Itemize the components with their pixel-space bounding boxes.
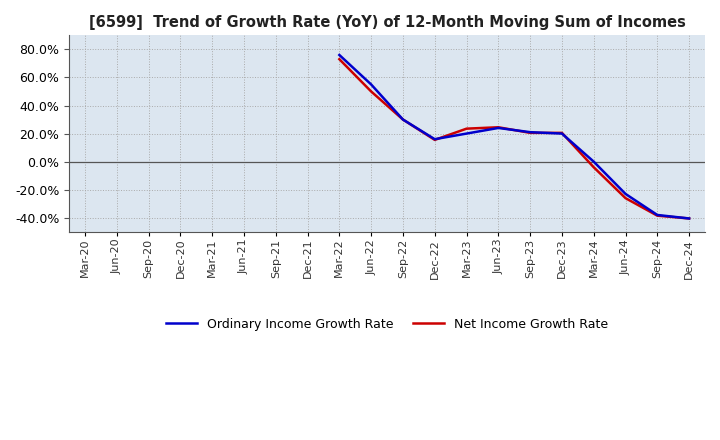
Net Income Growth Rate [335,57,343,62]
Net Income Growth Rate [557,130,566,136]
Ordinary Income Growth Rate [590,159,598,164]
Ordinary Income Growth Rate [653,213,662,218]
Line: Ordinary Income Growth Rate: Ordinary Income Growth Rate [339,55,689,219]
Net Income Growth Rate [399,117,408,122]
Ordinary Income Growth Rate [685,216,693,221]
Net Income Growth Rate [621,195,630,201]
Ordinary Income Growth Rate [431,136,439,142]
Ordinary Income Growth Rate [399,117,408,122]
Net Income Growth Rate [366,89,375,94]
Ordinary Income Growth Rate [462,131,471,136]
Legend: Ordinary Income Growth Rate, Net Income Growth Rate: Ordinary Income Growth Rate, Net Income … [161,313,613,336]
Title: [6599]  Trend of Growth Rate (YoY) of 12-Month Moving Sum of Incomes: [6599] Trend of Growth Rate (YoY) of 12-… [89,15,685,30]
Ordinary Income Growth Rate [494,125,503,131]
Net Income Growth Rate [494,125,503,130]
Net Income Growth Rate [526,130,534,136]
Ordinary Income Growth Rate [366,82,375,87]
Net Income Growth Rate [431,137,439,143]
Ordinary Income Growth Rate [526,129,534,135]
Ordinary Income Growth Rate [557,131,566,136]
Net Income Growth Rate [462,126,471,131]
Net Income Growth Rate [653,213,662,218]
Ordinary Income Growth Rate [621,191,630,197]
Line: Net Income Growth Rate: Net Income Growth Rate [339,59,689,219]
Net Income Growth Rate [685,216,693,221]
Ordinary Income Growth Rate [335,52,343,58]
Net Income Growth Rate [590,165,598,170]
